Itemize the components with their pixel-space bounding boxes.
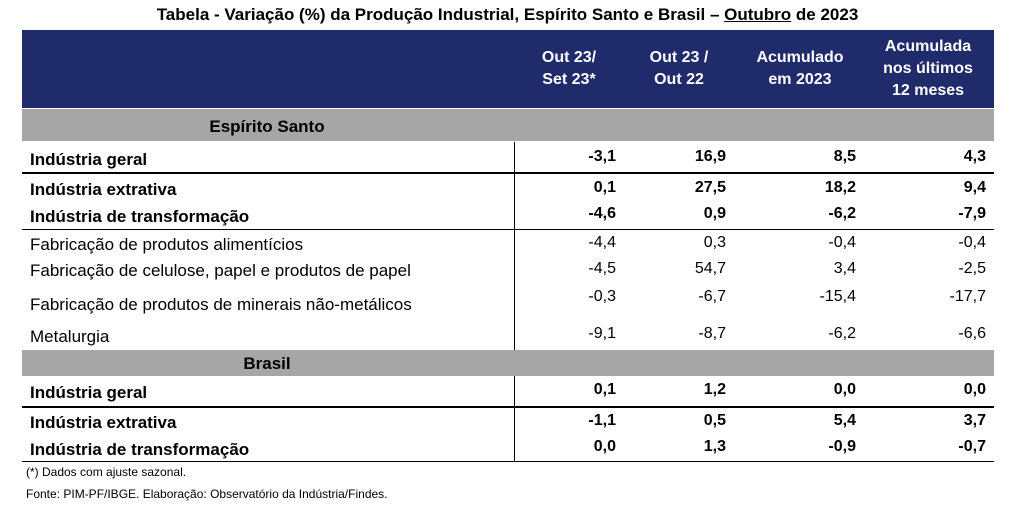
row-divider <box>22 406 994 408</box>
cell-value: -7,9 <box>958 205 986 222</box>
section-header-brasil: Brasil <box>22 350 994 376</box>
table-title: Tabela - Variação (%) da Produção Indust… <box>0 4 1015 26</box>
column-header-out23-out22: Out 23 /Out 22 <box>649 49 709 88</box>
cell-value: -0,4 <box>828 234 856 251</box>
cell-value: 54,7 <box>694 260 726 277</box>
cell-value: -9,1 <box>588 325 616 342</box>
cell-value: 5,4 <box>833 412 856 429</box>
cell-value: 3,4 <box>833 260 856 277</box>
row-label: Fabricação de celulose, papel e produtos… <box>30 261 411 280</box>
cell-value: -0,7 <box>958 438 986 455</box>
cell-value: -0,4 <box>958 234 986 251</box>
table-row: Fabricação de produtos de minerais não-m… <box>22 285 994 321</box>
cell-value: -0,9 <box>828 438 856 455</box>
column-divider <box>514 376 515 461</box>
cell-value: 0,0 <box>963 381 986 398</box>
title-month: Outubro <box>724 5 792 24</box>
table-header: Out 23/Set 23* Out 23 /Out 22 Acumulado e… <box>22 30 994 108</box>
column-header-out23-set23: Out 23/Set 23* <box>541 49 597 88</box>
row-divider <box>22 229 994 230</box>
table-bottom-border <box>22 461 994 462</box>
row-label: Indústria extrativa <box>30 180 177 199</box>
cell-value: -4,6 <box>588 205 616 222</box>
cell-value: 0,0 <box>593 438 616 455</box>
cell-value: 16,9 <box>694 148 726 165</box>
table-row: Metalurgia -9,1 -8,7 -6,2 -6,6 <box>22 321 994 350</box>
cell-value: -6,2 <box>828 205 856 222</box>
table-row: Indústria extrativa 0,1 27,5 18,2 9,4 <box>22 175 994 203</box>
row-label: Fabricação de produtos alimentícios <box>30 235 304 254</box>
cell-value: 0,3 <box>703 234 726 251</box>
cell-value: -8,7 <box>698 325 726 342</box>
cell-value: -4,4 <box>588 234 616 251</box>
cell-value: 8,5 <box>833 148 856 165</box>
cell-value: -4,5 <box>588 260 616 277</box>
table-row: Indústria geral 0,1 1,2 0,0 0,0 <box>22 376 994 406</box>
row-label: Indústria geral <box>30 150 148 169</box>
cell-value: -6,7 <box>698 288 726 305</box>
cell-value: -3,1 <box>588 148 616 165</box>
section-label: Brasil <box>243 354 291 373</box>
cell-value: 18,2 <box>824 179 856 196</box>
table-row: Indústria de transformação -4,6 0,9 -6,2… <box>22 203 994 229</box>
cell-value: -17,7 <box>949 288 986 305</box>
title-prefix: Tabela - Variação (%) da Produção Indust… <box>156 5 725 24</box>
cell-value: 0,9 <box>703 205 726 222</box>
column-divider <box>514 142 515 350</box>
table-row: Fabricação de celulose, papel e produtos… <box>22 257 994 285</box>
row-label: Indústria extrativa <box>30 413 177 432</box>
footnote-source: Fonte: PIM-PF/IBGE. Elaboração: Observat… <box>26 487 388 501</box>
table-row: Indústria geral -3,1 16,9 8,5 4,3 <box>22 142 994 172</box>
title-suffix: de 2023 <box>791 5 859 24</box>
cell-value: -6,6 <box>958 325 986 342</box>
cell-value: 0,1 <box>593 179 616 196</box>
cell-value: -0,3 <box>588 288 616 305</box>
column-header-acumulada-12-meses: Acumulada nos últimos 12 meses <box>883 38 973 99</box>
row-label: Indústria de transformação <box>30 207 250 226</box>
cell-value: 1,3 <box>703 438 726 455</box>
cell-value: 4,3 <box>963 148 986 165</box>
column-header-acumulado-2023: Acumulado em 2023 <box>756 49 844 88</box>
cell-value: 3,7 <box>963 412 986 429</box>
section-label: Espírito Santo <box>209 117 325 136</box>
section-header-espirito-santo: Espírito Santo <box>22 109 994 141</box>
cell-value: 0,5 <box>703 412 726 429</box>
table-row: Indústria de transformação 0,0 1,3 -0,9 … <box>22 435 994 461</box>
cell-value: 27,5 <box>694 179 726 196</box>
cell-value: -2,5 <box>958 260 986 277</box>
table-row: Indústria extrativa -1,1 0,5 5,4 3,7 <box>22 408 994 435</box>
row-label: Indústria de transformação <box>30 440 250 459</box>
cell-value: -15,4 <box>819 288 856 305</box>
row-label: Fabricação de produtos de minerais não-m… <box>30 295 412 314</box>
row-divider <box>22 172 994 174</box>
footnote-seasonal: (*) Dados com ajuste sazonal. <box>26 465 187 479</box>
cell-value: 0,1 <box>593 381 616 398</box>
cell-value: 1,2 <box>703 381 726 398</box>
cell-value: 0,0 <box>833 381 856 398</box>
row-label: Metalurgia <box>30 327 110 346</box>
cell-value: -1,1 <box>588 412 616 429</box>
cell-value: 9,4 <box>963 179 986 196</box>
table-row: Fabricação de produtos alimentícios -4,4… <box>22 231 994 257</box>
row-label: Indústria geral <box>30 383 148 402</box>
cell-value: -6,2 <box>828 325 856 342</box>
